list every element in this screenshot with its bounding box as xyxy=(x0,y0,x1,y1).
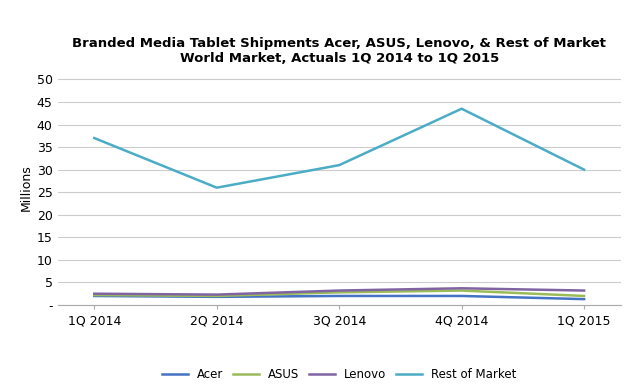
Lenovo xyxy=(580,288,588,293)
Rest of Market xyxy=(213,185,221,190)
Acer xyxy=(580,297,588,301)
Lenovo xyxy=(90,291,98,296)
Title: Branded Media Tablet Shipments Acer, ASUS, Lenovo, & Rest of Market
World Market: Branded Media Tablet Shipments Acer, ASU… xyxy=(72,37,606,65)
Line: ASUS: ASUS xyxy=(94,291,584,296)
Acer xyxy=(90,294,98,298)
Rest of Market xyxy=(580,167,588,172)
Line: Rest of Market: Rest of Market xyxy=(94,109,584,188)
Lenovo xyxy=(335,288,343,293)
Y-axis label: Millions: Millions xyxy=(20,164,33,211)
Acer xyxy=(335,294,343,298)
Rest of Market xyxy=(90,136,98,140)
Acer xyxy=(458,294,465,298)
ASUS xyxy=(90,293,98,298)
Legend: Acer, ASUS, Lenovo, Rest of Market: Acer, ASUS, Lenovo, Rest of Market xyxy=(161,368,517,381)
Rest of Market xyxy=(335,163,343,167)
Rest of Market xyxy=(458,106,465,111)
ASUS xyxy=(580,294,588,298)
ASUS xyxy=(458,288,465,293)
ASUS xyxy=(213,294,221,298)
Lenovo xyxy=(213,292,221,297)
ASUS xyxy=(335,290,343,295)
Acer xyxy=(213,294,221,299)
Lenovo xyxy=(458,286,465,291)
Line: Lenovo: Lenovo xyxy=(94,288,584,294)
Line: Acer: Acer xyxy=(94,296,584,299)
